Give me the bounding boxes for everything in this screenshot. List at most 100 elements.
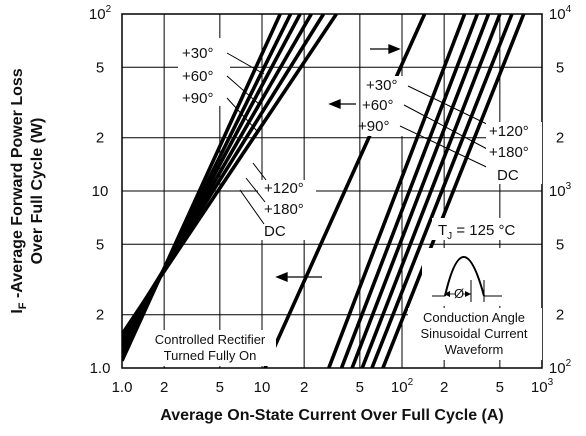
x-tick-label: 103 (531, 377, 554, 396)
left-label-60: +60° (182, 68, 213, 85)
right-y-tick-label: 104 (549, 4, 572, 23)
left-label-30: +30° (182, 45, 213, 62)
left-y-tick-label-text: 2 (96, 307, 104, 324)
left-y-tick-label-exponent: 2 (106, 4, 112, 15)
x-tick-label: 5 (496, 379, 504, 396)
series-line-right-axis (370, 14, 514, 368)
left-y-tick-label-text: 10 (89, 6, 106, 23)
y-axis-label-line2: Over Full Cycle (W) (29, 118, 46, 265)
right-y-tick-label: 103 (549, 181, 572, 200)
right-label-dc: DC (497, 167, 519, 184)
right-y-tick-label-exponent: 4 (566, 4, 572, 15)
rectifier-note-line1: Controlled Rectifier (155, 332, 266, 347)
x-tick-label-exponent: 3 (548, 377, 554, 388)
junction-temp-symbol: T (438, 222, 447, 239)
left-label-dc: DC (264, 223, 286, 240)
left-y-tick-label: 2 (96, 307, 104, 324)
conduction-note-line2: Sinusoidal Current (421, 326, 528, 341)
svg-text:IF -Average Forward Power Loss: IF -Average Forward Power Loss (9, 68, 29, 313)
x-tick-label-text: 1.0 (112, 379, 133, 396)
series-line-right-axis (381, 14, 526, 368)
arrow-left-axis-top (328, 99, 356, 109)
x-axis-label: Average On-State Current Over Full Cycle… (160, 407, 504, 424)
x-tick-label: 5 (356, 379, 364, 396)
y-axis-label-subscript: F (17, 302, 29, 309)
left-y-tick-label: 2 (96, 130, 104, 147)
x-tick-label: 2 (440, 379, 448, 396)
right-y-tick-label-text: 2 (556, 307, 564, 324)
x-tick-label: 5 (216, 379, 224, 396)
x-tick-label-text: 10 (391, 379, 408, 396)
right-y-tick-label: 5 (556, 236, 564, 253)
x-tick-label: 10 (254, 379, 271, 396)
right-y-tick-label: 2 (556, 307, 564, 324)
right-y-tick-label-text: 2 (556, 130, 564, 147)
right-y-tick-label-text: 5 (556, 236, 564, 253)
x-tick-label-exponent: 2 (408, 377, 414, 388)
x-tick-label-text: 2 (300, 379, 308, 396)
conduction-note-line1: Conduction Angle (423, 310, 525, 325)
junction-temp-value: = 125 °C (452, 222, 515, 239)
plot-frame (121, 13, 543, 369)
left-leader-90 (226, 97, 258, 132)
series-line-left-axis (122, 14, 338, 336)
right-label-120: +120° (489, 123, 529, 140)
series-line-right-axis (263, 14, 427, 368)
junction-temp-subscript: J (447, 231, 452, 242)
x-tick-label: 102 (391, 377, 414, 396)
sine-waveform-icon (432, 256, 502, 302)
x-tick-label-text: 2 (440, 379, 448, 396)
right-label-30: +30° (366, 77, 397, 94)
right-y-tick-label-text: 10 (549, 183, 566, 200)
left-y-tick-label: 5 (96, 59, 104, 76)
series-line-right-axis (350, 14, 491, 368)
x-tick-label-text: 10 (254, 379, 271, 396)
series-line-right-axis (339, 14, 479, 368)
left-y-tick-label: 5 (96, 236, 104, 253)
left-y-tick-label-text: 10 (92, 183, 109, 200)
left-y-tick-label: 1.0 (90, 360, 111, 377)
series-line-right-axis (327, 14, 467, 368)
left-label-90: +90° (182, 90, 213, 107)
left-y-tick-label-text: 5 (96, 59, 104, 76)
right-y-tick-label-text: 5 (556, 59, 564, 76)
x-tick-label-text: 5 (356, 379, 364, 396)
conduction-note-line3: Waveform (445, 342, 504, 357)
right-leader-30 (407, 85, 496, 129)
y-axis-label-text: -Average Forward Power Loss (9, 68, 26, 302)
x-tick-label: 1.0 (112, 379, 133, 396)
left-leader-60 (226, 75, 261, 106)
x-tick-label-text: 10 (531, 379, 548, 396)
right-y-tick-label-text: 10 (549, 360, 566, 377)
left-label-180: +180° (264, 201, 304, 218)
arrow-right-axis (370, 44, 401, 54)
conduction-angle-symbol: Ø (454, 286, 464, 301)
x-tick-label-text: 5 (216, 379, 224, 396)
right-y-tick-label: 5 (556, 59, 564, 76)
right-leader-60 (403, 104, 490, 151)
y-axis-label: IF -Average Forward Power Loss Over Full… (9, 68, 46, 313)
left-leader-dc (239, 189, 265, 225)
x-tick-label: 2 (300, 379, 308, 396)
right-y-tick-label-exponent: 3 (566, 181, 572, 192)
arrow-left-axis-bottom (275, 272, 322, 282)
right-leader-90 (399, 125, 498, 173)
right-label-90: +90° (358, 118, 389, 135)
left-y-tick-label-text: 2 (96, 130, 104, 147)
right-label-60: +60° (362, 97, 393, 114)
left-leader-180 (245, 177, 266, 203)
left-leader-30 (226, 52, 265, 75)
right-y-tick-label-text: 10 (549, 6, 566, 23)
left-y-tick-label: 10 (92, 183, 109, 200)
x-tick-label-text: 5 (496, 379, 504, 396)
left-label-120: +120° (264, 180, 304, 197)
chart-series (122, 14, 526, 368)
left-leader-120 (252, 162, 267, 181)
junction-temp-label: TJ = 125 °C (438, 222, 515, 242)
left-y-tick-label-text: 1.0 (90, 360, 111, 377)
x-tick-label: 2 (160, 379, 168, 396)
right-y-tick-label: 102 (549, 358, 572, 377)
